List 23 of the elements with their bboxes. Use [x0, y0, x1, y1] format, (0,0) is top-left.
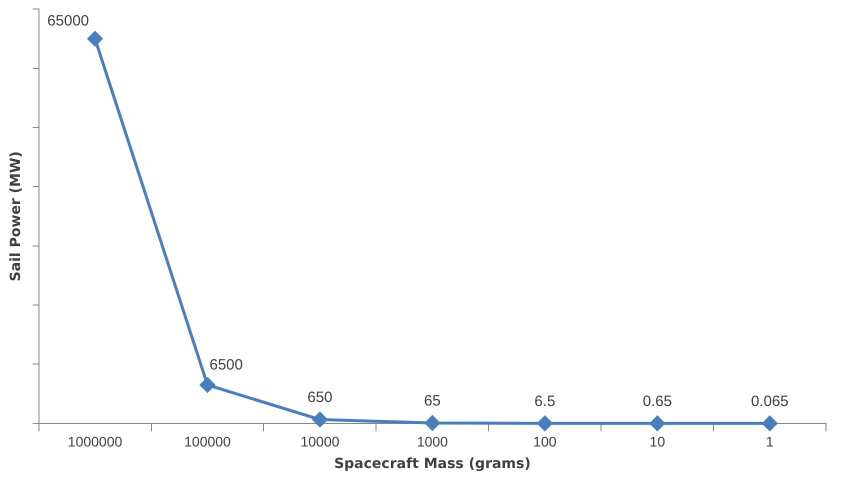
x-tick-label: 1000	[416, 434, 448, 450]
data-label: 0.065	[751, 393, 789, 410]
data-label: 6.5	[534, 393, 556, 410]
x-axis-title: Spacecraft Mass (grams)	[334, 456, 531, 472]
x-tick-label: 100	[533, 434, 557, 450]
point	[200, 377, 215, 392]
x-tick-label: 100000	[184, 434, 232, 450]
point	[88, 31, 103, 46]
data-label: 0.65	[642, 393, 672, 410]
data-label: 650	[307, 389, 332, 406]
x-tick-label: 1000000	[68, 434, 122, 450]
x-tick-label: 10000	[300, 434, 340, 450]
point	[537, 416, 552, 431]
data-label: 65000	[47, 12, 90, 30]
point	[424, 416, 440, 431]
point	[650, 416, 665, 431]
point	[762, 416, 778, 431]
x-tick-label: 1	[766, 434, 774, 450]
data-label: 6500	[209, 356, 243, 374]
data-label: 65	[424, 392, 441, 410]
point	[312, 412, 328, 428]
x-tick-label: 10	[650, 434, 666, 450]
y-axis-title: Sail Power (MW)	[8, 151, 24, 282]
